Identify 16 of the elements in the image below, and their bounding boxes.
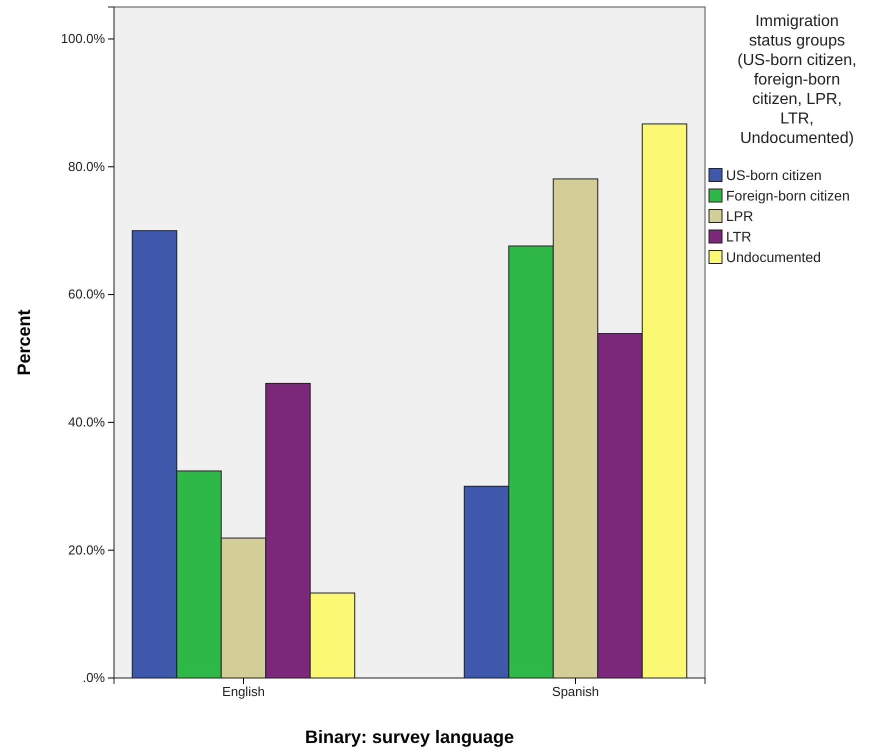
legend-label: LTR — [726, 228, 752, 244]
y-tick-label: .0% — [82, 670, 106, 686]
legend-label: Undocumented — [726, 249, 821, 265]
x-axis-title: Binary: survey language — [304, 727, 514, 747]
y-tick-label: 40.0% — [68, 414, 106, 430]
y-tick-label: 100.0% — [60, 31, 106, 46]
y-tick-label: 60.0% — [68, 286, 106, 302]
legend-label: LPR — [726, 208, 754, 224]
y-axis-title: Percent — [14, 309, 34, 376]
y-tick-label: 80.0% — [68, 158, 106, 174]
x-tick-label: English — [222, 684, 265, 700]
x-tick-label: Spanish — [552, 684, 600, 700]
legend-title: Immigration status groups (US-born citizen, foreign-born citizen, LPR, LTR, Undocumented) — [737, 13, 857, 147]
y-tick-label: 20.0% — [68, 542, 106, 558]
legend-label: Foreign-born citizen — [726, 188, 850, 204]
legend-label: US-born citizen — [726, 167, 822, 183]
